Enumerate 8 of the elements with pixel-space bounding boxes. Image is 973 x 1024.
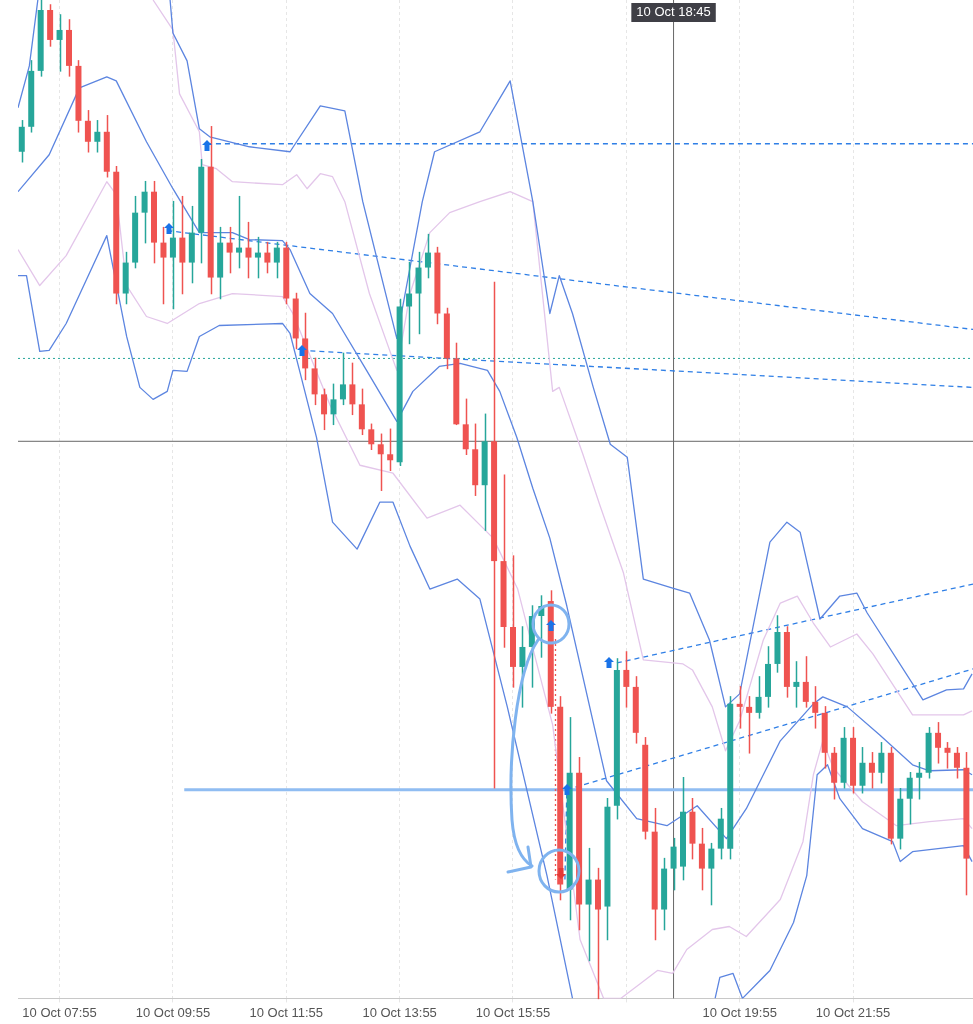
x-tick-label: 10 Oct 15:55 [475, 1004, 551, 1020]
x-tick-label: 10 Oct 07:55 [22, 1004, 97, 1020]
x-tick-label: 10 Oct 21:55 [815, 1004, 891, 1020]
x-tick-label: 10 Oct 19:55 [702, 1004, 777, 1020]
x-tick-label: 10 Oct 09:55 [135, 1004, 211, 1020]
ref-line-label: 10 Oct 18:45 [636, 4, 711, 20]
x-tick-label: 10 Oct 13:55 [362, 1004, 437, 1020]
x-tick-label: 10 Oct 11:55 [249, 1004, 324, 1020]
